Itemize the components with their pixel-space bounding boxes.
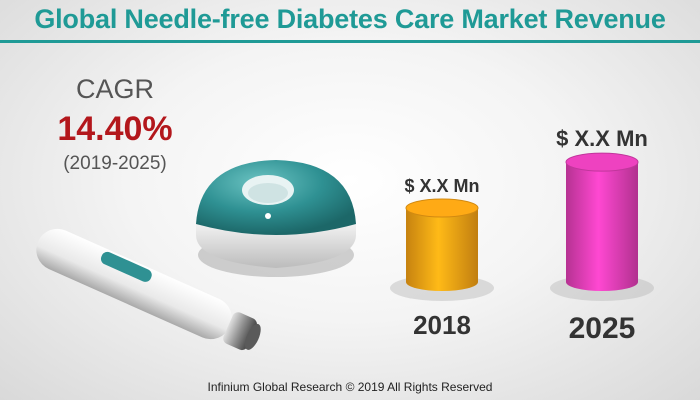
page-title: Global Needle-free Diabetes Care Market … [34,4,666,34]
bar-2025 [565,152,639,291]
category-label-2025: 2025 [569,312,636,345]
bar-2018 [405,198,479,291]
cagr-label: CAGR [75,74,154,104]
cagr-period: (2019-2025) [63,153,167,174]
copyright-footer: Infinium Global Research © 2019 All Righ… [207,380,493,394]
bar-value-label-2025: $ X.X Mn [556,126,648,151]
category-label-2018: 2018 [413,310,471,340]
title-underline [0,40,700,43]
cagr-value: 14.40% [57,110,173,148]
bar-value-label-2018: $ X.X Mn [404,176,479,196]
